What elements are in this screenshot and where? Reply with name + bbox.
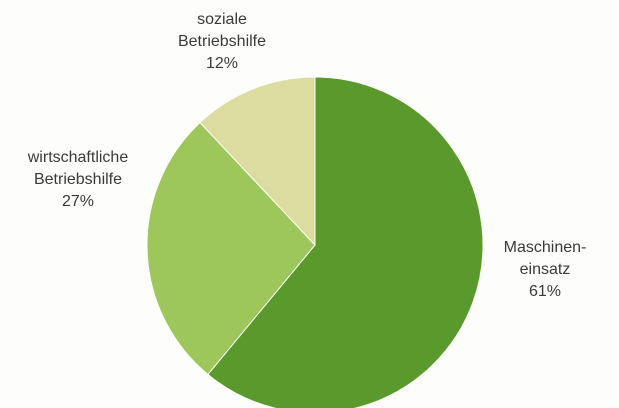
pie-label-2: soziale Betriebshilfe 12% xyxy=(178,11,266,72)
pie-label-line-2-1: Betriebshilfe xyxy=(178,33,266,50)
pie-slice-2 xyxy=(199,76,316,247)
pie-label-line-0-0: Maschinen- xyxy=(504,239,587,256)
pie-label-value-1: 27% xyxy=(62,193,94,210)
pie-slices xyxy=(146,76,484,408)
pie-label-value-2: 12% xyxy=(206,55,238,72)
pie-slice-0 xyxy=(207,76,484,408)
pie-label-line-0-1: einsatz xyxy=(520,261,571,278)
pie-label-1: wirtschaftliche Betriebshilfe 27% xyxy=(27,149,129,210)
pie-slice-1 xyxy=(146,121,316,376)
pie-label-line-1-1: Betriebshilfe xyxy=(34,171,122,188)
pie-label-value-0: 61% xyxy=(529,283,561,300)
pie-label-line-1-0: wirtschaftliche xyxy=(27,149,129,166)
pie-labels: Maschinen-einsatz 61% wirtschaftliche Betri… xyxy=(27,11,587,300)
pie-label-0: Maschinen-einsatz 61% xyxy=(504,239,587,300)
pie-label-line-2-0: soziale xyxy=(197,11,247,28)
